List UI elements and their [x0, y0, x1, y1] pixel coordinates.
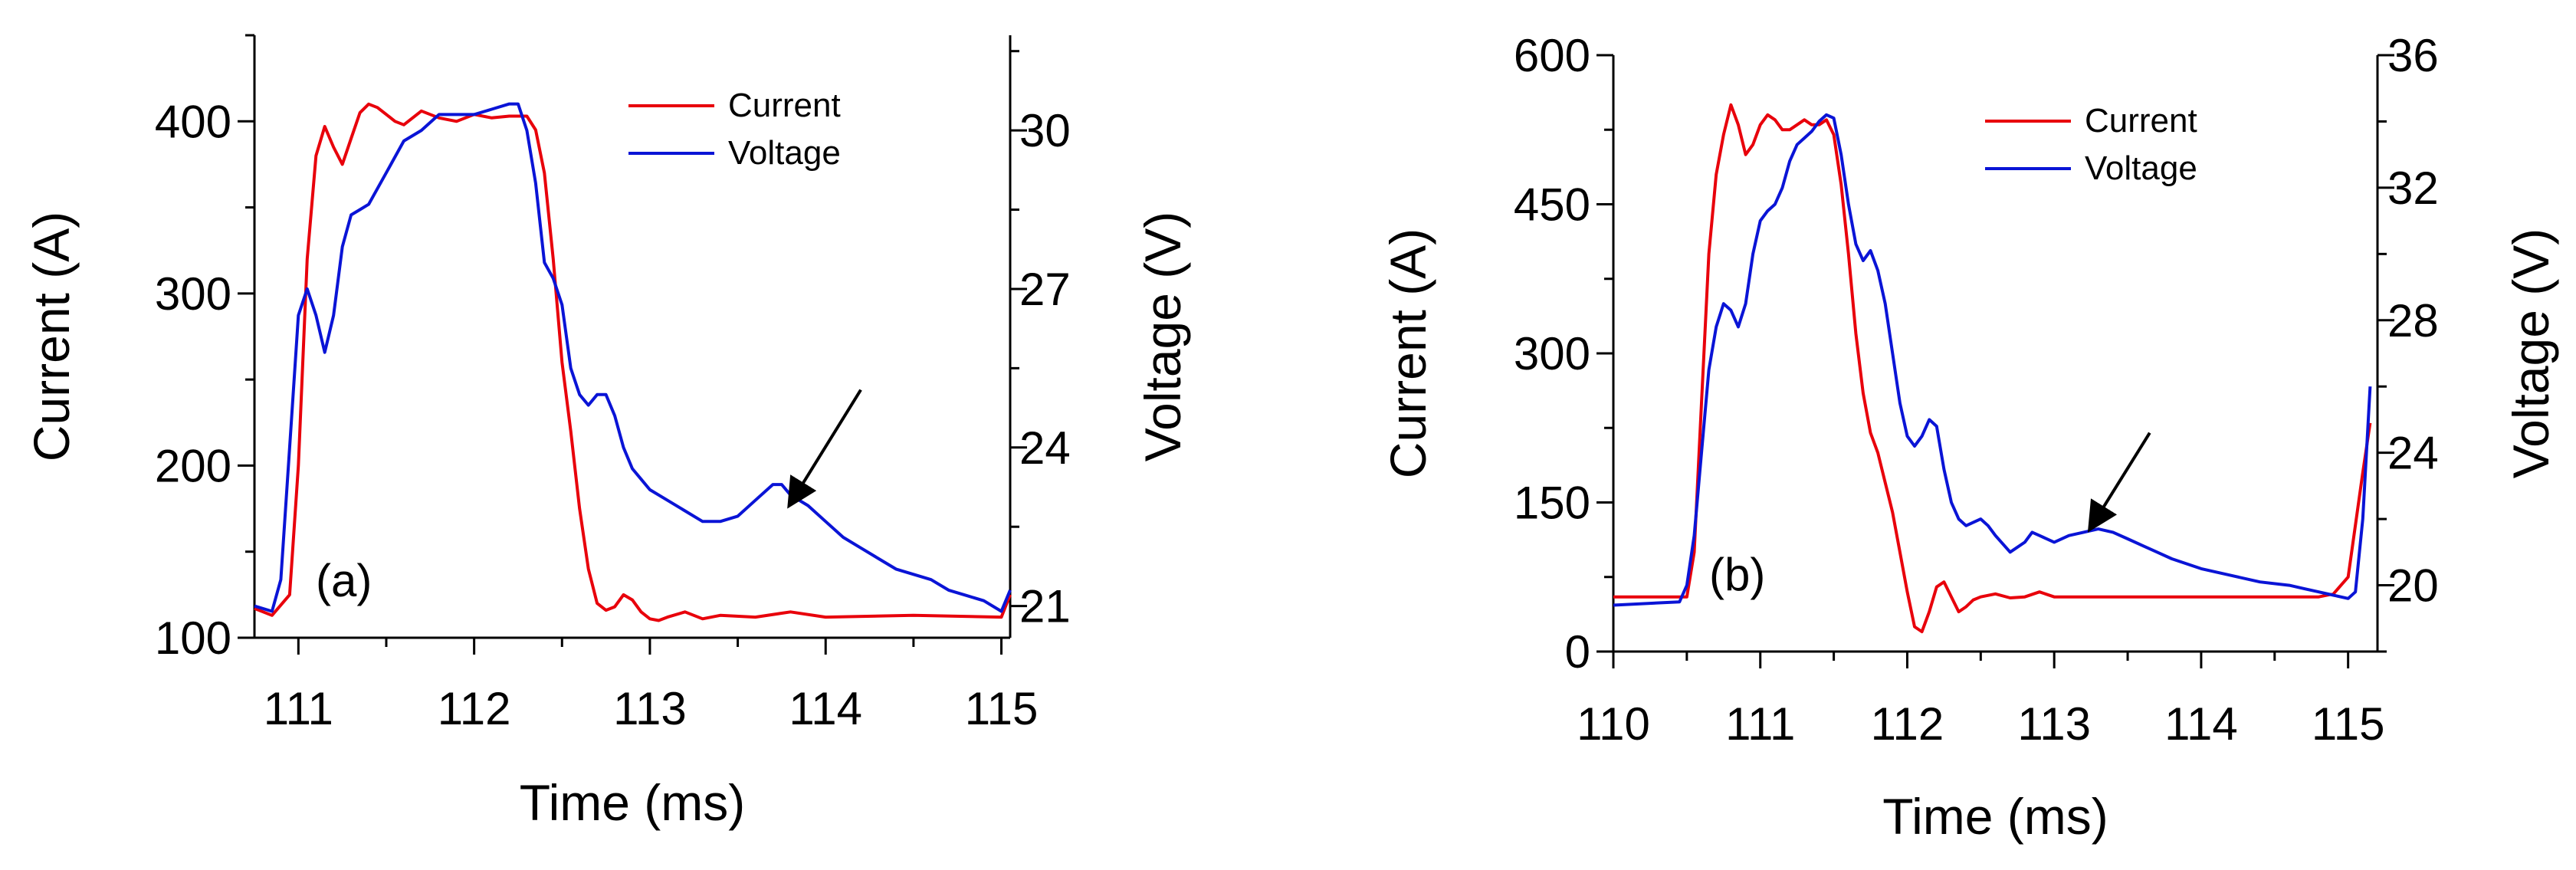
x-axis-title: Time (ms) — [1882, 788, 2108, 845]
panel-label: (b) — [1709, 549, 1765, 600]
y-tick-label: 0 — [1565, 626, 1590, 678]
x-tick-label: 112 — [1871, 698, 1944, 750]
y2-tick-label: 28 — [2387, 295, 2439, 346]
y-tick-label: 100 — [155, 612, 231, 664]
y2-axis-title: Voltage (V) — [1134, 212, 1191, 462]
y2-tick-label: 21 — [1019, 581, 1071, 632]
current-legend-label: Current — [2085, 102, 2197, 140]
y2-tick-label: 24 — [2387, 428, 2439, 479]
y-tick-label: 300 — [155, 268, 231, 320]
x-tick-label: 113 — [2017, 698, 2091, 750]
y-tick-label: 150 — [1514, 478, 1590, 529]
annotation-arrow — [787, 389, 862, 509]
y-tick-label: 450 — [1514, 179, 1590, 231]
annotation-arrow — [2087, 432, 2151, 533]
y-tick-label: 600 — [1514, 30, 1590, 81]
y2-tick-label: 27 — [1019, 264, 1071, 315]
voltage-series-line — [1613, 113, 2372, 607]
x-axis-title: Time (ms) — [520, 774, 746, 831]
y-tick-label: 200 — [155, 440, 231, 491]
x-tick-label: 113 — [613, 683, 687, 734]
y2-tick-label: 36 — [2387, 30, 2439, 81]
y-tick-label: 300 — [1514, 328, 1590, 379]
y-axis-title: Current (A) — [23, 212, 80, 461]
x-tick-label: 110 — [1577, 698, 1650, 750]
y-axis-title: Current (A) — [1380, 228, 1436, 478]
y2-tick-label: 20 — [2387, 560, 2439, 612]
y2-tick-label: 30 — [1019, 105, 1071, 156]
current-series-line — [1613, 103, 2372, 634]
x-tick-label: 112 — [438, 683, 511, 734]
x-tick-label: 111 — [264, 683, 333, 734]
x-tick-label: 114 — [789, 683, 862, 734]
x-tick-label: 115 — [2312, 698, 2385, 750]
voltage-legend-label: Voltage — [2085, 149, 2197, 187]
voltage-legend-label: Voltage — [728, 134, 841, 172]
x-tick-label: 114 — [2164, 698, 2238, 750]
voltage-series-line — [254, 102, 1012, 613]
current-series-line — [254, 102, 1012, 622]
y2-tick-label: 32 — [2387, 163, 2439, 214]
y-tick-label: 400 — [155, 96, 231, 147]
current-legend-label: Current — [728, 87, 841, 124]
chart-panel-a: 111 112 113 114 115 100 200 300 400 21 24 27 30 Time … — [23, 34, 1191, 831]
y2-tick-label: 24 — [1019, 422, 1071, 474]
x-tick-label: 111 — [1725, 698, 1795, 750]
x-tick-label: 115 — [965, 683, 1039, 734]
chart-panel-b: 110 111 112 113 114 115 0 150 300 450 600 20 24 28 32 3… — [1380, 30, 2559, 845]
panel-label: (a) — [316, 555, 372, 606]
y2-axis-title: Voltage (V) — [2502, 228, 2559, 479]
